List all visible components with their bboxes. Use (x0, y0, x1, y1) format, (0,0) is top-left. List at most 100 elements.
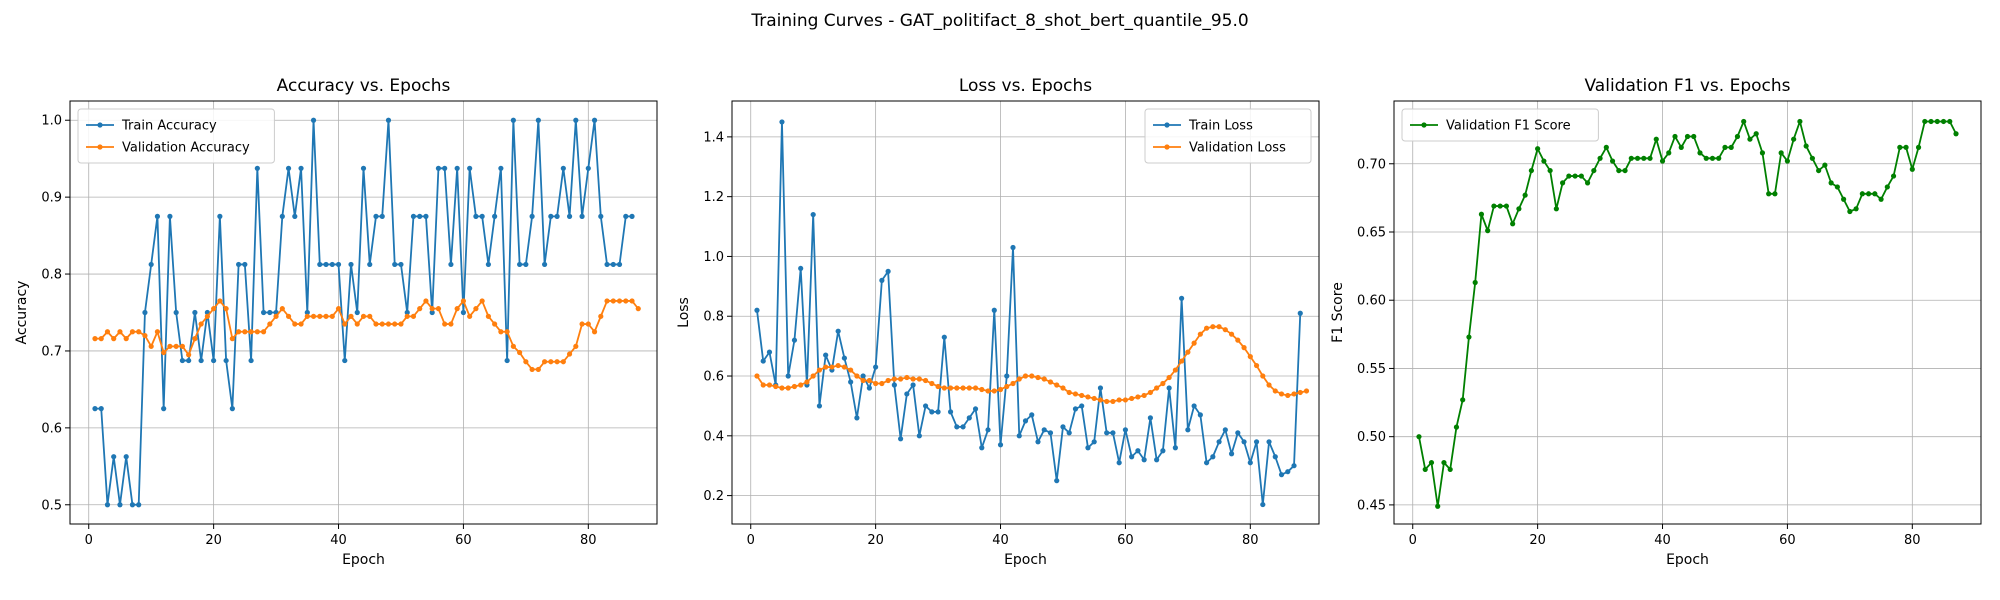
loss-ylabel: Loss (676, 297, 692, 328)
f1-data-point (1553, 206, 1559, 212)
loss-data-point (1022, 418, 1029, 424)
f1-data-point (1741, 118, 1747, 125)
f1-data-point (1591, 167, 1597, 174)
f1-data-point (1528, 167, 1534, 174)
accuracy-data-point (348, 313, 354, 319)
accuracy-data-point (423, 298, 429, 304)
accuracy-data-point (229, 406, 235, 412)
accuracy-data-point (535, 117, 541, 123)
loss-data-point (1154, 457, 1160, 463)
accuracy-data-point (429, 306, 435, 312)
loss-data-point (1185, 349, 1191, 355)
loss-data-point (773, 383, 779, 390)
accuracy-data-point (467, 313, 473, 319)
loss-data-point (1291, 463, 1297, 469)
accuracy-data-point (298, 165, 304, 171)
accuracy-xtick-label: 0 (85, 533, 93, 548)
loss-legend: Train Loss Validation Loss (1144, 108, 1312, 164)
loss-xtick-label: 80 (1242, 533, 1259, 548)
f1-data-point (1915, 144, 1922, 150)
accuracy-data-point (260, 329, 267, 335)
f1-ytick-label: 0.65 (1357, 225, 1386, 240)
f1-series-0 (1416, 118, 1959, 509)
accuracy-data-point (517, 261, 523, 268)
accuracy-data-point (267, 321, 273, 327)
loss-data-point (879, 277, 885, 283)
loss-data-point (860, 373, 866, 379)
loss-data-point (1029, 412, 1035, 418)
accuracy-data-point (423, 213, 429, 219)
loss-xtick-label: 60 (1117, 533, 1134, 548)
loss-data-point (972, 385, 979, 391)
accuracy-data-point (354, 321, 360, 327)
f1-data-point (1491, 203, 1497, 209)
f1-data-point (1903, 144, 1909, 150)
loss-data-point (785, 373, 791, 379)
accuracy-data-point (360, 313, 367, 319)
loss-data-point (804, 379, 810, 385)
f1-xtick-label: 20 (1529, 533, 1546, 548)
accuracy-data-point (317, 313, 323, 319)
loss-data-point (922, 403, 929, 409)
loss-ytick-label: 0.8 (703, 310, 724, 325)
loss-data-point (1022, 373, 1029, 379)
loss-data-point (1303, 388, 1310, 394)
accuracy-data-point (192, 309, 198, 316)
accuracy-data-point (173, 309, 179, 316)
accuracy-data-point (329, 261, 335, 268)
accuracy-data-point (367, 313, 373, 319)
accuracy-data-point (298, 321, 304, 327)
accuracy-data-point (254, 165, 260, 171)
f1-data-point (1834, 184, 1840, 190)
f1-data-point (1928, 118, 1934, 125)
accuracy-data-point (348, 261, 354, 268)
loss-data-point (1185, 427, 1191, 433)
f1-ytick-label: 0.50 (1357, 430, 1386, 445)
loss-data-point (798, 382, 804, 388)
f1-data-point (1828, 180, 1834, 186)
accuracy-xtick-label: 40 (330, 533, 347, 548)
accuracy-data-point (523, 359, 529, 365)
accuracy-legend-label: Validation Accuracy (122, 141, 250, 156)
f1-data-point (1753, 131, 1759, 137)
accuracy-data-point (454, 165, 460, 171)
accuracy-ytick-label: 0.6 (41, 421, 62, 436)
loss-data-point (1072, 406, 1079, 412)
accuracy-data-point (560, 165, 566, 171)
accuracy-data-point (404, 313, 410, 319)
accuracy-data-point (98, 406, 104, 412)
f1-ylabel: F1 Score (1330, 282, 1346, 343)
f1-xtick-label: 0 (1409, 533, 1417, 548)
loss-data-point (885, 377, 891, 384)
accuracy-data-point (323, 313, 329, 319)
loss-xtick-label: 20 (867, 533, 884, 548)
accuracy-data-point (598, 213, 604, 219)
f1-ytick-label: 0.55 (1357, 362, 1386, 377)
accuracy-data-point (498, 165, 504, 171)
f1-data-point (1884, 184, 1890, 190)
accuracy-data-point (92, 336, 98, 342)
f1-data-point (1572, 173, 1578, 179)
f1-data-point (1734, 133, 1741, 140)
loss-data-point (1247, 460, 1253, 466)
loss-data-point (760, 358, 766, 364)
loss-data-point (1285, 469, 1291, 475)
loss-data-point (1191, 403, 1197, 409)
f1-panel: 0 20 40 60 80 0.45 0.50 0.55 0.60 0.65 0.70 Validat… (1330, 76, 1982, 568)
accuracy-data-point (448, 261, 454, 268)
f1-data-point (1566, 173, 1572, 179)
accuracy-series-line (94, 300, 639, 371)
f1-data-point (1428, 459, 1435, 466)
loss-data-point (972, 406, 979, 412)
loss-data-point (979, 386, 985, 393)
f1-xtick-label: 60 (1779, 533, 1796, 548)
accuracy-data-point (629, 298, 635, 304)
loss-data-point (1266, 439, 1272, 445)
accuracy-legend-label: Train Accuracy (121, 119, 217, 134)
accuracy-data-point (123, 454, 129, 460)
loss-data-point (1135, 448, 1141, 454)
loss-data-point (835, 328, 841, 334)
f1-data-point (1703, 155, 1709, 161)
f1-data-point (1822, 162, 1828, 168)
accuracy-data-point (379, 321, 385, 327)
